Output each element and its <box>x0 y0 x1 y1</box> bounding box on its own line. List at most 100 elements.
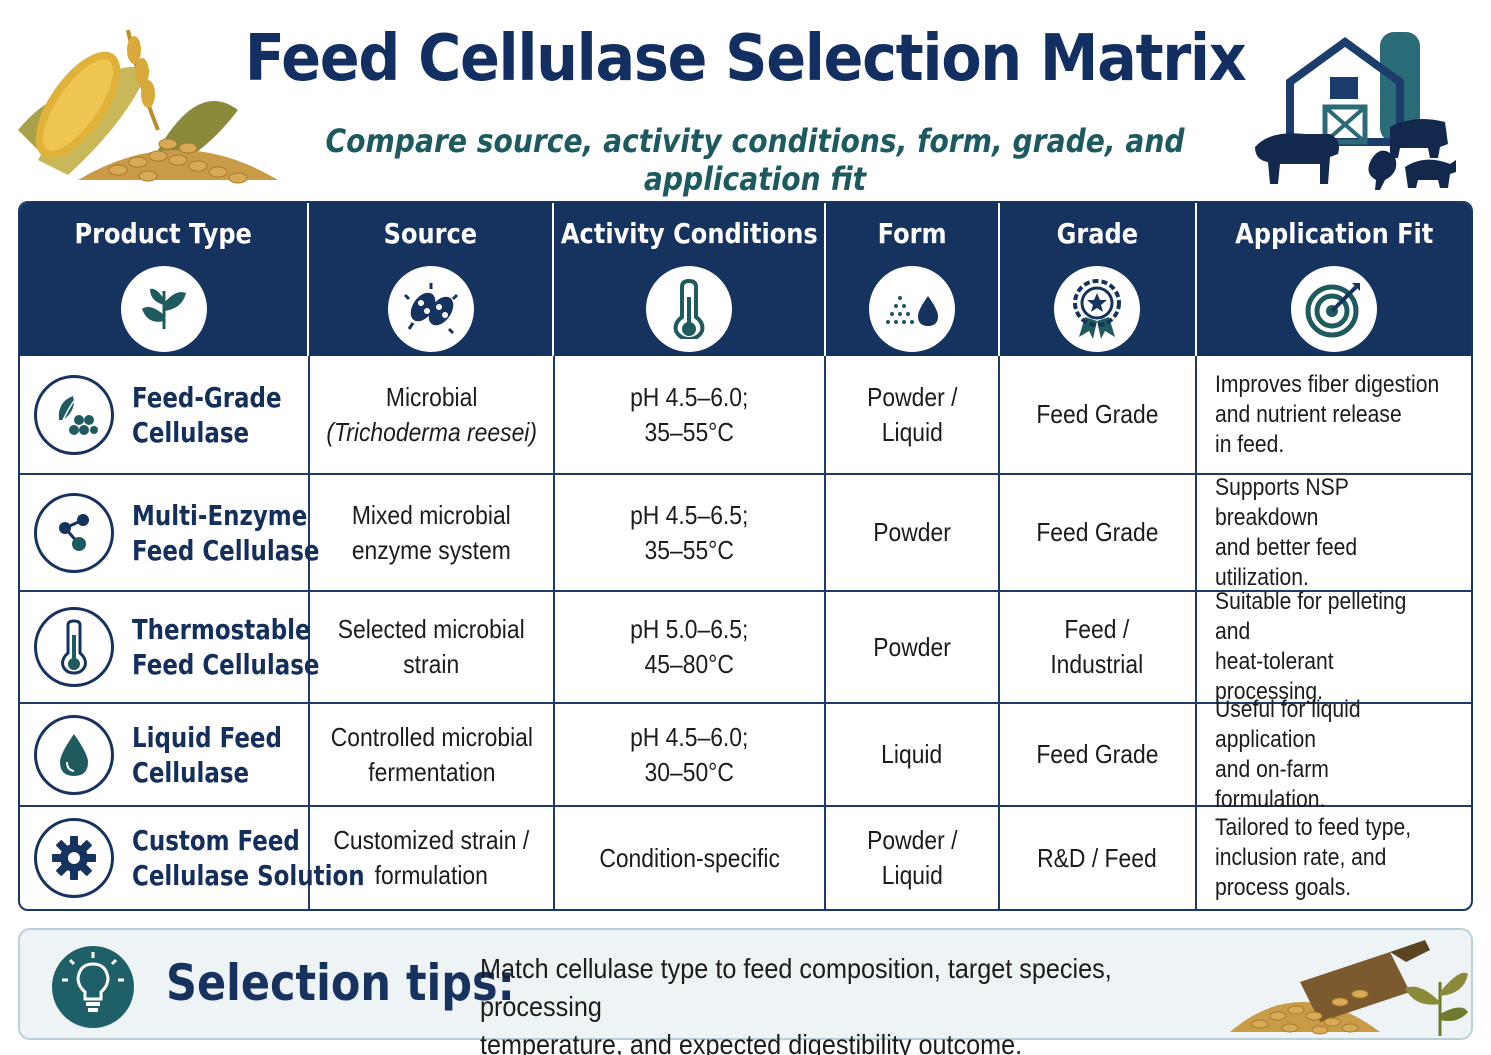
scoop-pellets-illustration <box>1210 932 1472 1043</box>
activity-line: 35–55°C <box>644 534 735 565</box>
molecule-icon <box>34 492 114 573</box>
product-type-line: Custom Feed <box>132 824 300 857</box>
product-type-line: Feed Cellulase <box>132 648 320 681</box>
application-line: inclusion rate, and <box>1214 844 1387 871</box>
grade-cell: Feed Grade <box>1000 704 1197 805</box>
grade-line: Feed Grade <box>1036 739 1159 769</box>
source-cell: Selected microbial strain <box>310 592 556 702</box>
product-type-cell: Liquid Feed Cellulase <box>20 704 310 805</box>
activity-conditions-cell: pH 4.5–6.0; 35–55°C <box>555 356 827 473</box>
application-line: Supports NSP breakdown <box>1214 473 1349 531</box>
source-line: strain <box>403 649 460 679</box>
form-line: Powder <box>873 631 951 662</box>
microbe-icon <box>387 266 474 352</box>
source-line: fermentation <box>367 756 496 787</box>
form-line: Powder / <box>866 381 958 412</box>
column-header-label: Form <box>877 217 947 250</box>
leaf-granules-icon <box>34 374 114 455</box>
activity-line: 35–55°C <box>644 416 735 447</box>
grade-line: Feed / <box>1064 614 1130 644</box>
product-type-cell: Multi-Enzyme Feed Cellulase <box>20 475 319 590</box>
table-row: Liquid Feed Cellulase Controlled microbi… <box>20 696 1471 813</box>
form-line: Liquid <box>881 860 943 890</box>
grade-cell: Feed / Industrial <box>1000 592 1197 702</box>
grade-line: Industrial <box>1050 649 1144 679</box>
tips-text-line: temperature, and expected digestibility … <box>480 1029 1023 1055</box>
grade-cell: Feed Grade <box>1000 356 1197 473</box>
activity-line: 45–80°C <box>644 649 735 679</box>
form-cell: Powder / Liquid <box>826 356 1000 473</box>
source-line: (Trichoderma reesei) <box>326 416 537 447</box>
grade-cell: R&D / Feed <box>1000 807 1197 909</box>
product-type-line: Cellulase <box>132 415 250 449</box>
source-line: Microbial <box>385 381 478 412</box>
source-cell: Microbial (Trichoderma reesei) <box>310 356 556 473</box>
form-line: Liquid <box>881 416 943 447</box>
table-header-row: Product Type Source Activity Conditions … <box>20 203 1471 356</box>
source-line: Customized strain / <box>333 825 530 855</box>
product-type-line: Feed Cellulase <box>132 533 320 567</box>
activity-line: pH 4.5–6.5; <box>630 499 749 530</box>
product-type-name: Custom Feed Cellulase Solution <box>132 823 365 893</box>
application-fit-cell: Supports NSP breakdown and better feed uti… <box>1197 473 1471 591</box>
activity-conditions-cell: pH 5.0–6.5; 45–80°C <box>555 592 827 702</box>
application-line: and better feed <box>1214 533 1357 561</box>
table-row: Multi-Enzyme Feed Cellulase Mixed microb… <box>20 473 1471 591</box>
selection-tips-panel: Selection tips: Match cellulase type to … <box>18 928 1473 1055</box>
droplet-icon <box>34 714 114 795</box>
application-line: Tailored to feed type, <box>1214 814 1411 841</box>
activity-line: pH 4.5–6.0; <box>630 721 749 752</box>
form-cell: Powder / Liquid <box>826 807 1000 909</box>
product-type-name: Thermostable Feed Cellulase <box>132 612 319 682</box>
column-header-label: Source <box>383 217 478 250</box>
application-fit-cell: Tailored to feed type, inclusion rate, an… <box>1197 807 1471 909</box>
form-cell: Powder <box>826 475 1000 590</box>
application-line: and nutrient release <box>1214 400 1402 428</box>
grade-cell: Feed Grade <box>1000 475 1197 590</box>
column-header-label: Activity Conditions <box>560 217 818 250</box>
column-header-label: Product Type <box>74 217 253 250</box>
form-line: Powder <box>873 517 951 547</box>
page-title: Feed Cellulase Selection Matrix <box>244 22 1247 96</box>
target-icon <box>1290 266 1377 352</box>
gear-icon <box>34 818 114 898</box>
activity-conditions-cell: pH 4.5–6.5; 35–55°C <box>555 475 827 590</box>
application-line: and on-farm formulation. <box>1214 755 1329 813</box>
table-row: Custom Feed Cellulase Solution Customize… <box>20 805 1471 909</box>
product-type-line: Liquid Feed <box>132 720 282 754</box>
application-fit-cell: Suitable for pelleting and heat-tolerant … <box>1197 588 1471 705</box>
leaf-icon <box>120 266 207 352</box>
column-header-label: Grade <box>1056 217 1138 250</box>
table-row: Feed-Grade Cellulase Microbial (Trichoder… <box>20 356 1471 473</box>
product-type-cell: Thermostable Feed Cellulase <box>20 592 319 702</box>
source-line: Mixed microbial <box>352 499 512 530</box>
grade-line: Feed Grade <box>1036 517 1159 547</box>
selection-tips-label: Selection tips: <box>166 954 515 1012</box>
source-cell: Mixed microbial enzyme system <box>310 475 556 590</box>
product-type-line: Feed-Grade <box>132 380 282 414</box>
activity-line: pH 4.5–6.0; <box>630 381 749 412</box>
product-type-name: Multi-Enzyme Feed Cellulase <box>132 498 319 568</box>
activity-conditions-cell: Condition-specific <box>555 807 827 909</box>
column-header-application-fit: Application Fit <box>1197 203 1471 356</box>
application-line: Useful for liquid application <box>1214 695 1361 753</box>
source-line: enzyme system <box>352 534 512 565</box>
application-line: process goals. <box>1214 874 1352 901</box>
award-badge-icon <box>1054 266 1141 352</box>
powder-droplet-icon <box>868 266 955 352</box>
source-line: Selected microbial <box>338 614 526 644</box>
corn-wheat-pellets-illustration <box>8 10 288 195</box>
lightbulb-icon <box>50 944 136 1035</box>
source-cell: Controlled microbial fermentation <box>310 704 556 805</box>
selection-tips-text: Match cellulase type to feed composition… <box>480 950 1191 1055</box>
application-line: in feed. <box>1214 430 1285 458</box>
column-header-product-type: Product Type <box>20 203 310 356</box>
activity-line: pH 5.0–6.5; <box>630 614 749 644</box>
form-line: Powder / <box>866 825 958 855</box>
column-header-activity-conditions: Activity Conditions <box>554 203 827 356</box>
source-line: formulation <box>374 860 489 890</box>
product-type-line: Cellulase <box>132 755 250 789</box>
product-type-cell: Feed-Grade Cellulase <box>20 356 310 473</box>
activity-line: Condition-specific <box>599 842 780 873</box>
product-type-name: Liquid Feed Cellulase <box>132 720 282 790</box>
